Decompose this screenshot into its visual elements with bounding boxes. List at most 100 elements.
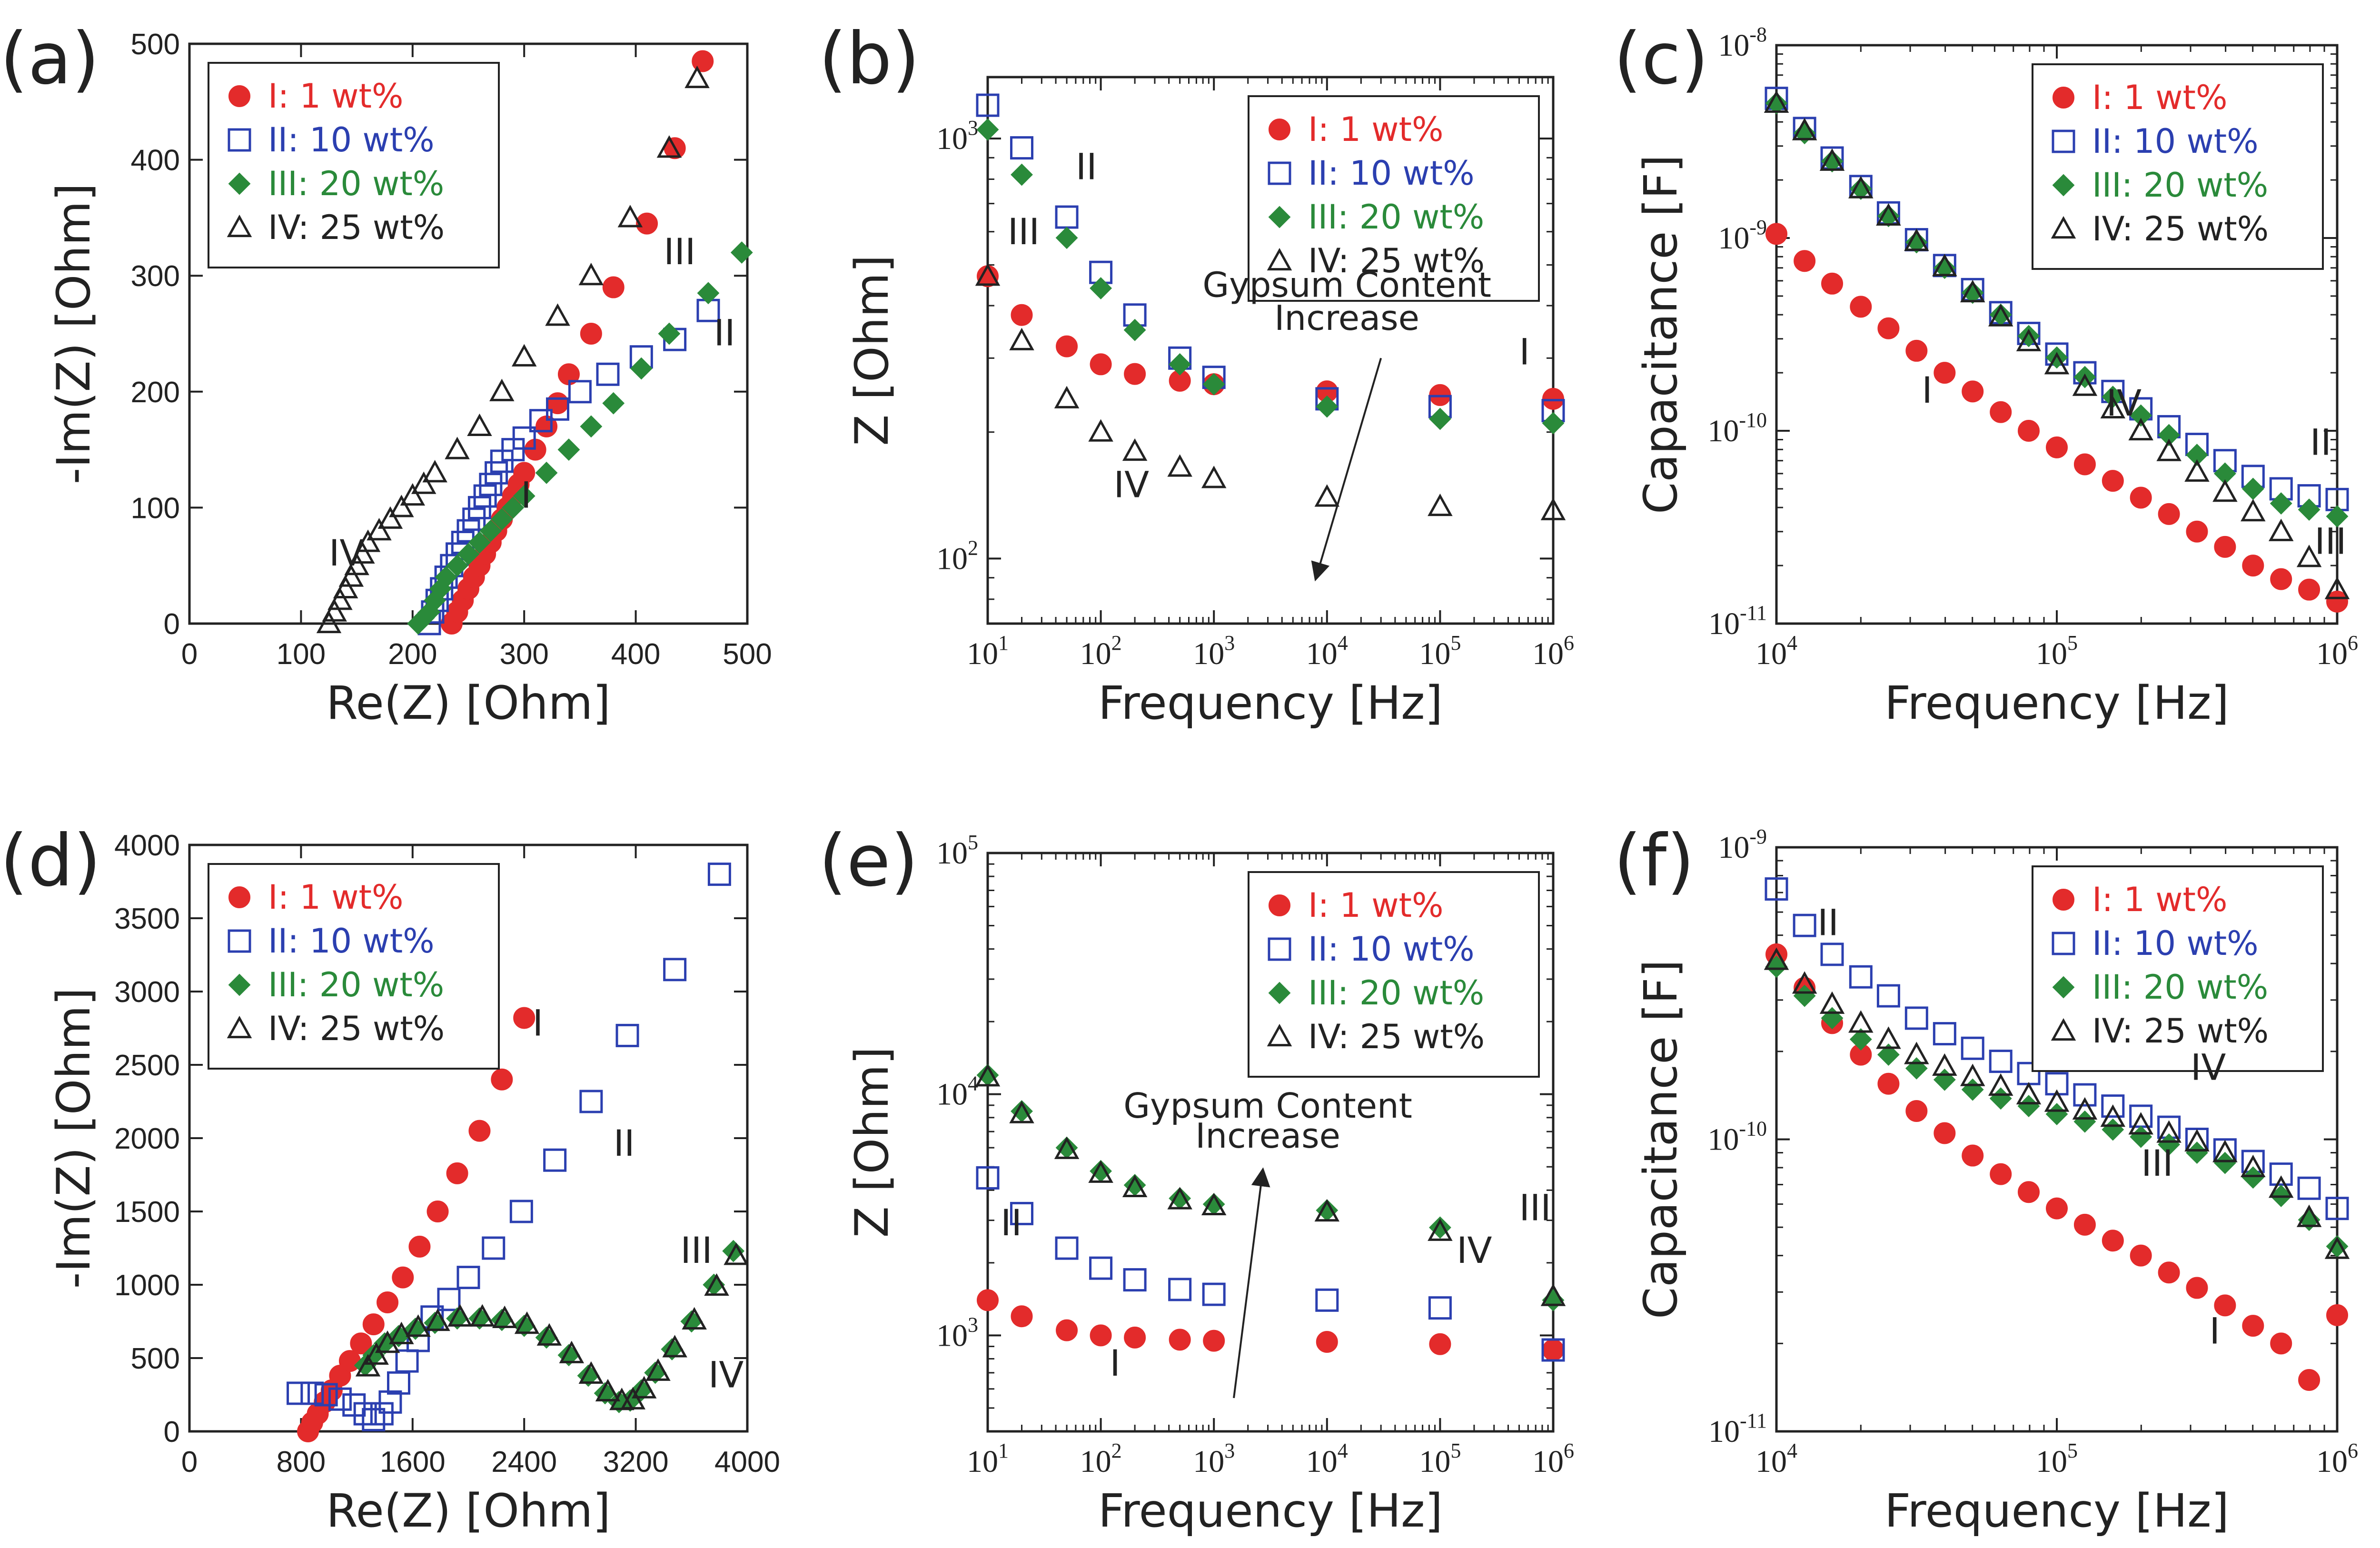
panel-label: (f) [1614, 820, 1695, 903]
x-tick-label: 800 [277, 1446, 326, 1479]
series-IV [975, 263, 1566, 520]
data-point [1428, 407, 1451, 430]
y-tick-label: 2500 [114, 1049, 180, 1082]
data-point [1124, 1326, 1146, 1349]
curve-label: III [1008, 210, 1040, 253]
data-point [406, 1314, 431, 1337]
series-II [976, 1166, 1565, 1362]
data-point [656, 135, 682, 158]
data-point [1905, 1100, 1928, 1122]
data-point [1962, 1144, 1984, 1167]
y-tick-label: 1500 [114, 1196, 180, 1229]
legend-entry: I: 1 wt% [2092, 78, 2227, 117]
data-point [2270, 492, 2292, 515]
x-tick-label: 100 [277, 638, 326, 671]
legend: I: 1 wt% II: 10 wt% III: 20 wt% IV: 25 wt% [2032, 63, 2324, 270]
data-point [1904, 1042, 1929, 1064]
data-point [1009, 327, 1034, 350]
data-point [2102, 1230, 2124, 1252]
data-point [1010, 1201, 1034, 1225]
legend-entry: IV: 25 wt% [2092, 209, 2269, 248]
y-tick-label: 10-10 [1707, 1117, 1767, 1157]
data-point [2241, 1154, 2266, 1178]
data-point [470, 1304, 495, 1327]
panel-label: (a) [0, 18, 99, 100]
legend-box [1248, 871, 1540, 1078]
data-point [1316, 395, 1339, 418]
data-point [1961, 1078, 1984, 1101]
data-point [1819, 991, 1845, 1014]
data-point [2298, 1369, 2320, 1391]
data-point [1123, 1268, 1147, 1292]
data-point [1541, 1338, 1565, 1362]
legend-entry: II: 10 wt% [1308, 930, 1475, 969]
data-point [2324, 576, 2350, 599]
x-axis-label: Re(Z) [Ohm] [326, 1484, 610, 1538]
series-III [407, 241, 753, 635]
series-II [287, 863, 731, 1431]
legend-marker [2052, 976, 2075, 999]
legend-box [2032, 63, 2324, 270]
data-point [2297, 1176, 2321, 1200]
data-point [408, 1235, 431, 1258]
legend-marker [2052, 932, 2075, 955]
data-point [467, 413, 492, 436]
data-point [1169, 1329, 1191, 1351]
data-point [682, 1307, 707, 1330]
data-point [1010, 136, 1034, 160]
data-point [300, 1381, 324, 1405]
data-point [697, 282, 720, 305]
data-point [2016, 328, 2042, 351]
x-tick-label: 1600 [380, 1446, 446, 1479]
x-tick-label: 103 [1193, 1439, 1235, 1479]
x-tick-label: 106 [1532, 1439, 1574, 1479]
data-point [1428, 1218, 1453, 1241]
data-point [2326, 590, 2348, 613]
legend-entry: IV: 25 wt% [1308, 1017, 1485, 1056]
x-tick-label: 105 [2036, 1439, 2078, 1479]
data-point [2101, 1094, 2125, 1118]
data-point [1821, 1007, 1844, 1030]
data-point [545, 303, 570, 326]
data-point [620, 1387, 645, 1409]
legend-entry: II: 10 wt% [1308, 154, 1475, 193]
data-point [1429, 1333, 1451, 1355]
legend-entry: III: 20 wt% [1308, 198, 1484, 237]
data-point [355, 529, 381, 552]
data-point [446, 1162, 468, 1184]
data-point [1933, 1022, 1956, 1046]
data-point [1090, 353, 1112, 376]
data-point [976, 1166, 1000, 1190]
data-point [1167, 454, 1192, 477]
data-point [2158, 1261, 2180, 1284]
data-point [1090, 277, 1112, 299]
data-point [1905, 1057, 1928, 1080]
panel-b: (b) 101 102 103 104 105 106 102 103 Frequency [Hz… [819, 18, 1574, 730]
data-point [1202, 373, 1225, 396]
data-point [287, 1381, 310, 1405]
data-point [2326, 505, 2349, 528]
curve-label: II [2310, 421, 2331, 464]
data-point [2268, 1175, 2294, 1198]
data-point [389, 495, 414, 517]
data-point [1848, 1010, 1874, 1033]
y-axis-label: -Im(Z) [Ohm] [47, 988, 100, 1289]
legend-box [208, 62, 500, 268]
x-tick-label: 101 [967, 1439, 1009, 1479]
data-point [1765, 223, 1787, 245]
data-point [1904, 1006, 1928, 1030]
series-I [1765, 943, 2348, 1391]
plot-frame [188, 42, 749, 625]
legend-marker [1267, 1023, 1292, 1047]
data-point [426, 1201, 449, 1222]
trend-arrow [1233, 1167, 1270, 1399]
data-point [364, 1342, 389, 1365]
legend-box [2032, 865, 2324, 1072]
y-tick-label: 10-8 [1718, 23, 1767, 63]
data-point [557, 438, 580, 461]
legend-entry: I: 1 wt% [268, 77, 403, 116]
legend-entry: II: 10 wt% [2092, 122, 2259, 161]
data-point [437, 1288, 461, 1311]
data-point [1876, 203, 1901, 226]
data-point [2130, 404, 2152, 427]
